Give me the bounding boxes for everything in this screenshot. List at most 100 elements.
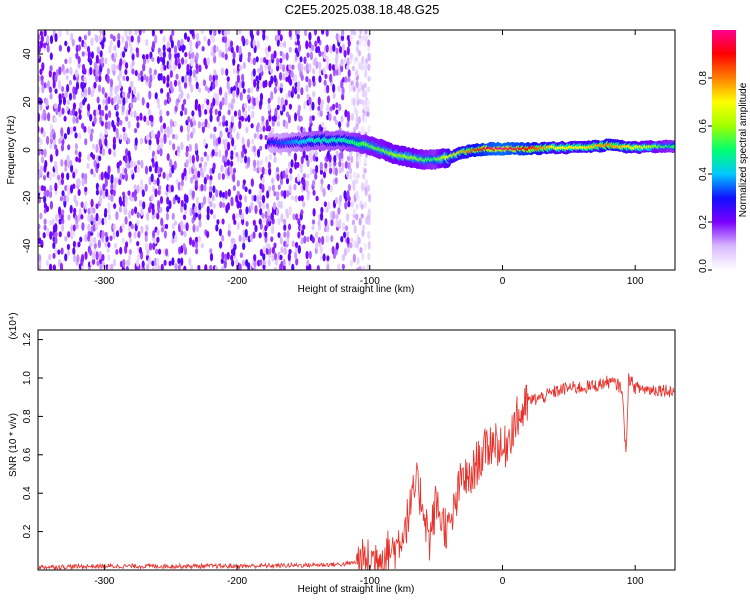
heatmap-cell xyxy=(315,60,319,70)
heatmap-cell xyxy=(69,160,73,166)
heatmap-cell xyxy=(97,84,102,93)
heatmap-cell xyxy=(209,264,213,270)
heatmap-y-tick-label: 20 xyxy=(22,96,33,108)
heatmap-cell xyxy=(89,113,93,122)
heatmap-cell xyxy=(221,251,225,260)
heatmap-cell xyxy=(169,70,173,78)
heatmap-cell xyxy=(209,252,214,262)
heatmap-cell xyxy=(252,231,256,239)
heatmap-cell xyxy=(271,184,275,192)
heatmap-cell xyxy=(160,124,164,134)
heatmap-cell xyxy=(294,195,298,203)
heatmap-cell xyxy=(343,57,347,65)
heatmap-cell xyxy=(245,126,249,134)
heatmap-cell xyxy=(188,143,192,152)
heatmap-cell xyxy=(296,173,301,183)
heatmap-cell xyxy=(298,195,302,202)
heatmap-cell xyxy=(267,161,271,170)
heatmap-cell xyxy=(77,157,82,163)
heatmap-cell xyxy=(152,230,156,239)
heatmap-cell xyxy=(275,166,280,173)
heatmap-cell xyxy=(230,115,235,123)
heatmap-cell xyxy=(59,262,64,270)
heatmap-cell xyxy=(87,126,91,135)
heatmap-cell xyxy=(209,201,213,208)
heatmap-cell xyxy=(338,103,342,112)
heatmap-cell xyxy=(58,30,62,38)
heatmap-cell xyxy=(238,201,242,209)
heatmap-cell xyxy=(54,103,58,110)
heatmap-cell xyxy=(335,242,339,250)
heatmap-cell xyxy=(200,202,204,208)
heatmap-cell xyxy=(86,103,91,112)
heatmap-cell xyxy=(214,78,218,87)
heatmap-cell xyxy=(66,126,71,136)
heatmap-cell xyxy=(166,41,170,50)
heatmap-cell xyxy=(48,253,52,261)
heatmap-cell xyxy=(268,114,272,122)
heatmap-cell xyxy=(168,51,172,61)
heatmap-cell xyxy=(177,62,181,70)
heatmap-cell xyxy=(258,218,262,225)
heatmap-cell xyxy=(212,74,216,82)
heatmap-cell xyxy=(345,231,350,238)
heatmap-cell xyxy=(219,201,223,209)
heatmap-cell xyxy=(54,231,58,238)
heatmap-cell xyxy=(117,38,121,49)
heatmap-cell xyxy=(143,115,147,122)
heatmap-cell xyxy=(151,214,155,220)
heatmap-cell xyxy=(215,97,219,107)
heatmap-cell xyxy=(57,80,62,90)
heatmap-cell xyxy=(350,237,354,244)
heatmap-cell xyxy=(320,206,324,214)
heatmap-cell xyxy=(361,224,366,232)
heatmap-cell xyxy=(217,110,222,117)
heatmap-cell xyxy=(359,247,363,254)
heatmap-cell xyxy=(232,238,236,244)
snr-frame xyxy=(37,329,676,571)
heatmap-cell xyxy=(197,170,201,179)
heatmap-cell xyxy=(364,63,368,71)
heatmap-cell xyxy=(243,194,248,203)
heatmap-cell xyxy=(166,153,170,161)
heatmap-cell xyxy=(265,119,269,128)
heatmap-cell xyxy=(72,183,76,189)
heatmap-cell xyxy=(104,113,109,121)
heatmap-cell xyxy=(156,257,160,266)
heatmap-cell xyxy=(297,244,301,254)
heatmap-cell xyxy=(226,76,230,82)
heatmap-cell xyxy=(282,72,286,81)
heatmap-cell xyxy=(273,74,277,83)
heatmap-cell xyxy=(217,136,222,145)
heatmap-cell xyxy=(151,260,155,267)
heatmap-cell xyxy=(316,264,320,270)
heatmap-cell xyxy=(188,167,192,175)
heatmap-cell xyxy=(332,210,336,220)
heatmap-cell xyxy=(215,93,219,101)
heatmap-cell xyxy=(209,175,213,181)
heatmap-cell xyxy=(346,57,350,67)
heatmap-cell xyxy=(186,132,190,142)
heatmap-cell xyxy=(366,99,370,106)
heatmap-cell xyxy=(313,30,318,36)
heatmap-cell xyxy=(104,92,108,99)
heatmap-cell xyxy=(102,98,106,106)
heatmap-cell xyxy=(245,206,249,215)
heatmap-cell xyxy=(204,264,208,270)
heatmap-cell xyxy=(194,236,199,243)
heatmap-cell xyxy=(66,84,70,93)
heatmap-cell xyxy=(200,183,204,192)
heatmap-cell xyxy=(59,196,64,202)
heatmap-cell xyxy=(346,46,350,56)
heatmap-cell xyxy=(225,127,229,133)
heatmap-cell xyxy=(107,254,111,262)
heatmap-cell xyxy=(206,154,210,162)
heatmap-cell xyxy=(242,88,246,94)
heatmap-cell xyxy=(235,213,239,219)
heatmap-cell xyxy=(256,131,260,140)
heatmap-cell xyxy=(80,81,84,90)
heatmap-cell xyxy=(206,98,210,106)
heatmap-cell xyxy=(87,50,91,60)
heatmap-cell xyxy=(41,62,45,71)
heatmap-cell xyxy=(204,85,208,91)
